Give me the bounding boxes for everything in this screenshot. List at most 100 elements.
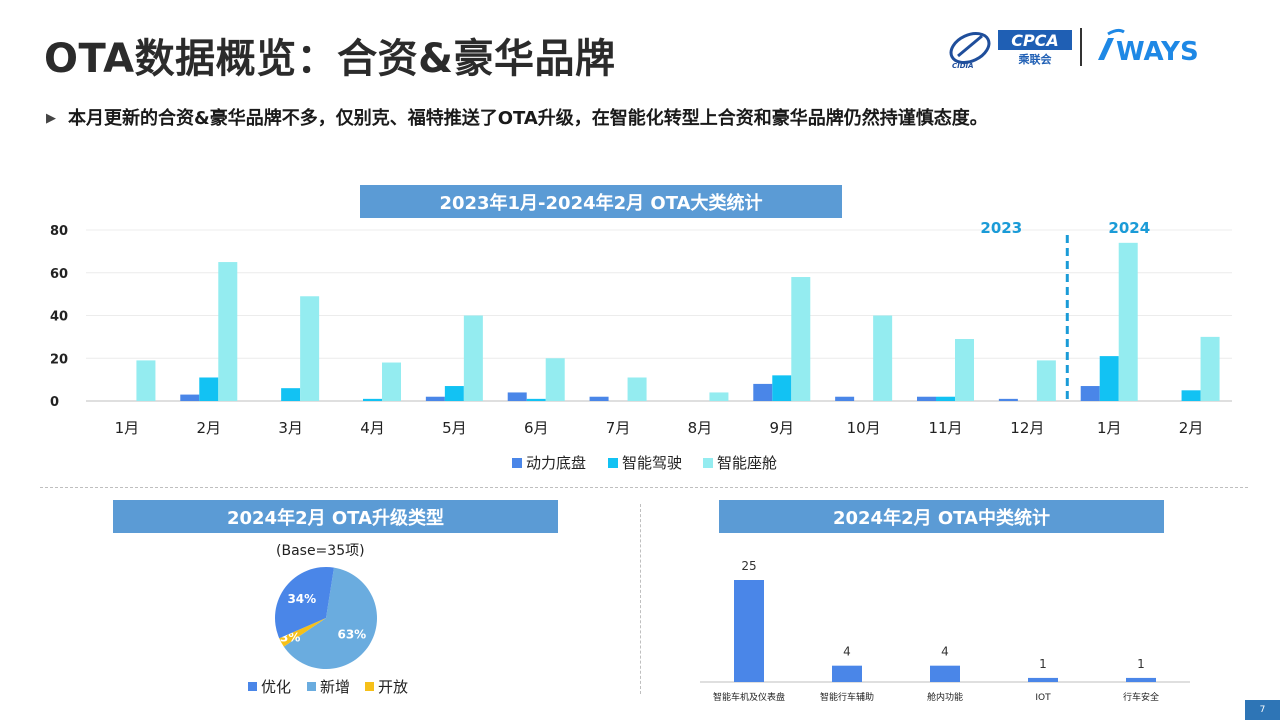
- mid-bar-4: [1126, 677, 1156, 682]
- mid-bar-0: [734, 580, 764, 682]
- mid-bar-1: [832, 665, 862, 682]
- pie-legend-swatch: [307, 682, 316, 691]
- x-tick-label: 2月: [1179, 419, 1204, 437]
- pie-legend-label: 优化: [261, 678, 291, 696]
- mid-bar-value: 25: [741, 559, 756, 573]
- mid-x-tick-label: 智能车机及仪表盘: [713, 691, 785, 703]
- x-tick-label: 6月: [524, 419, 549, 437]
- y-tick-label: 20: [50, 352, 68, 367]
- legend-swatch: [608, 458, 618, 468]
- bar-智能座舱-9: [873, 315, 893, 401]
- mid-chart-title: 2024年2月 OTA中类统计: [719, 500, 1164, 533]
- mid-x-tick-label: 行车安全: [1123, 691, 1159, 703]
- bullet-triangle-icon: ▶: [46, 111, 56, 126]
- x-tick-label: 11月: [928, 419, 962, 437]
- mid-x-tick-label: IOT: [1035, 693, 1051, 703]
- mid-x-tick-label: 舱内功能: [927, 691, 963, 703]
- y-tick-label: 80: [50, 224, 68, 239]
- bar-智能驾驶-1: [199, 377, 219, 401]
- mid-bar-2: [930, 665, 960, 682]
- x-tick-label: 2月: [197, 419, 222, 437]
- mid-bar-value: 4: [843, 645, 851, 659]
- mid-bar-value: 1: [1137, 657, 1145, 671]
- bar-动力底盘-9: [835, 396, 855, 401]
- mid-bar-value: 1: [1039, 657, 1047, 671]
- legend-swatch: [703, 458, 713, 468]
- bar-动力底盘-8: [753, 383, 773, 401]
- bar-智能座舱-11: [1036, 360, 1056, 401]
- mid-x-tick-label: 智能行车辅助: [820, 691, 874, 703]
- bar-智能座舱-6: [627, 377, 647, 401]
- main-chart-title: 2023年1月-2024年2月 OTA大类统计: [360, 185, 842, 218]
- bar-智能座舱-5: [545, 358, 565, 401]
- main-bar-chart: 0 20 40 60 80 1月 2月 3月 4月 5月 6月 7月 8月 9月 10月 11月 12月 1月 2月…: [50, 219, 1232, 472]
- y-tick-label: 60: [50, 267, 68, 282]
- pie-value-label: 63%: [337, 627, 366, 641]
- bar-智能座舱-13: [1200, 336, 1220, 401]
- bar-动力底盘-5: [507, 392, 527, 401]
- bar-智能座舱-8: [791, 277, 811, 401]
- bar-动力底盘-6: [589, 396, 609, 401]
- mid-bar-3: [1028, 677, 1058, 682]
- ways-logo-text: WAYS: [1116, 37, 1199, 67]
- legend-swatch: [512, 458, 522, 468]
- bar-智能座舱-7: [709, 392, 729, 401]
- x-tick-label: 4月: [360, 419, 385, 437]
- bar-智能驾驶-10: [936, 396, 955, 401]
- pie-legend-swatch: [248, 682, 257, 691]
- bar-动力底盘-1: [180, 394, 200, 401]
- bar-智能驾驶-3: [363, 398, 382, 401]
- bar-智能座舱-3: [382, 362, 401, 401]
- x-tick-label: 10月: [847, 419, 881, 437]
- bar-智能座舱-0: [136, 360, 156, 401]
- bar-智能驾驶-4: [444, 386, 464, 401]
- vertical-divider: [640, 504, 641, 694]
- bar-智能座舱-1: [218, 262, 238, 401]
- bar-智能座舱-4: [463, 315, 483, 401]
- mid-bar-chart: 25 智能车机及仪表盘 4 智能行车辅助 4 舱内功能 1 IOT 1 行车安全: [700, 559, 1190, 703]
- summary-bullet: ▶ 本月更新的合资&豪华品牌不多，仅别克、福特推送了OTA升级，在智能化转型上合资…: [46, 104, 988, 130]
- legend-label: 动力底盘: [526, 454, 586, 472]
- cidia-logo-text: CIDIA: [952, 62, 974, 70]
- bar-动力底盘-11: [998, 398, 1018, 401]
- pie-value-label: 34%: [287, 592, 316, 606]
- bar-动力底盘-10: [917, 396, 936, 401]
- pie-base-note: (Base=35项): [276, 543, 365, 559]
- bar-智能驾驶-12: [1099, 356, 1119, 401]
- pie-chart: 63%3%34%优化 新增 开放: [248, 567, 408, 696]
- bar-智能驾驶-13: [1181, 390, 1201, 401]
- x-tick-label: 7月: [606, 419, 631, 437]
- summary-text: 本月更新的合资&豪华品牌不多，仅别克、福特推送了OTA升级，在智能化转型上合资和…: [68, 108, 988, 129]
- cpca-logo-sub: 乘联会: [1018, 52, 1053, 66]
- page-number: 7: [1245, 700, 1280, 720]
- x-tick-label: 12月: [1010, 419, 1044, 437]
- year-label-2024: 2024: [1108, 219, 1150, 237]
- cidia-logo: CIDIA: [949, 31, 991, 70]
- legend-label: 智能座舱: [717, 454, 777, 472]
- cpca-logo: CPCA 乘联会: [998, 30, 1072, 66]
- pie-legend-label: 开放: [378, 678, 408, 696]
- pie-slice-新增: [283, 567, 377, 669]
- bar-智能座舱-2: [300, 296, 320, 401]
- ways-logo: WAYS: [1098, 28, 1199, 67]
- pie-legend-swatch: [365, 682, 374, 691]
- x-tick-label: 1月: [115, 419, 140, 437]
- bar-智能驾驶-5: [526, 398, 546, 401]
- bar-动力底盘-12: [1080, 386, 1100, 401]
- pie-chart-title: 2024年2月 OTA升级类型: [113, 500, 558, 533]
- horizontal-divider: [40, 487, 1248, 488]
- bar-智能驾驶-8: [772, 375, 792, 401]
- year-label-2023: 2023: [980, 219, 1022, 237]
- logo-group: CIDIA CPCA 乘联会 WAYS: [949, 28, 1199, 70]
- y-tick-label: 0: [50, 395, 59, 410]
- cpca-logo-text: CPCA: [1011, 31, 1059, 50]
- bar-智能驾驶-2: [281, 388, 301, 401]
- bar-智能座舱-10: [955, 339, 974, 401]
- bar-智能座舱-12: [1118, 242, 1138, 401]
- logo-divider: [1080, 28, 1082, 66]
- x-tick-label: 3月: [278, 419, 303, 437]
- x-tick-label: 1月: [1097, 419, 1122, 437]
- pie-slice-开放: [279, 618, 326, 647]
- x-tick-label: 9月: [770, 419, 795, 437]
- pie-slice-优化: [275, 567, 334, 639]
